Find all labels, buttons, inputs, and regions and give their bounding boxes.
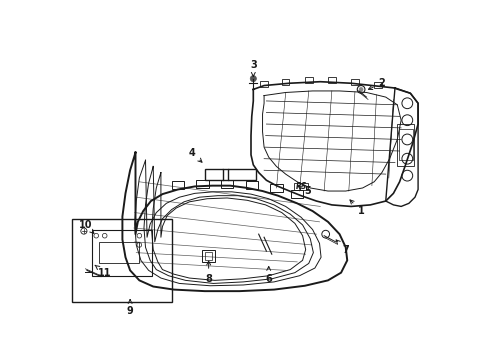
Bar <box>281 78 289 85</box>
Bar <box>71 219 171 302</box>
Bar <box>350 78 358 85</box>
Bar <box>202 249 214 262</box>
Text: 9: 9 <box>126 300 133 316</box>
Bar <box>305 77 312 83</box>
Bar <box>245 181 257 189</box>
Bar <box>204 252 212 260</box>
Bar <box>396 124 413 166</box>
Bar <box>99 242 139 264</box>
Bar <box>398 130 412 160</box>
Bar <box>91 230 151 276</box>
Text: 10: 10 <box>79 220 94 233</box>
Bar <box>373 82 381 88</box>
Text: 1: 1 <box>349 200 364 216</box>
Bar <box>221 180 233 188</box>
Text: 5: 5 <box>298 186 310 196</box>
Text: RS: RS <box>295 182 306 191</box>
Circle shape <box>250 76 256 82</box>
Text: 7: 7 <box>335 240 348 255</box>
Text: 4: 4 <box>188 148 202 162</box>
Bar <box>290 190 303 198</box>
Bar <box>293 183 307 190</box>
Text: 11: 11 <box>95 265 111 278</box>
Text: 6: 6 <box>265 266 271 284</box>
Bar <box>270 184 282 192</box>
Bar <box>171 181 183 189</box>
Circle shape <box>359 87 362 91</box>
Text: 8: 8 <box>205 261 212 284</box>
Text: 3: 3 <box>249 60 256 76</box>
Bar <box>196 180 208 188</box>
Bar <box>327 77 335 83</box>
Bar <box>260 81 267 87</box>
Text: 2: 2 <box>368 78 385 90</box>
